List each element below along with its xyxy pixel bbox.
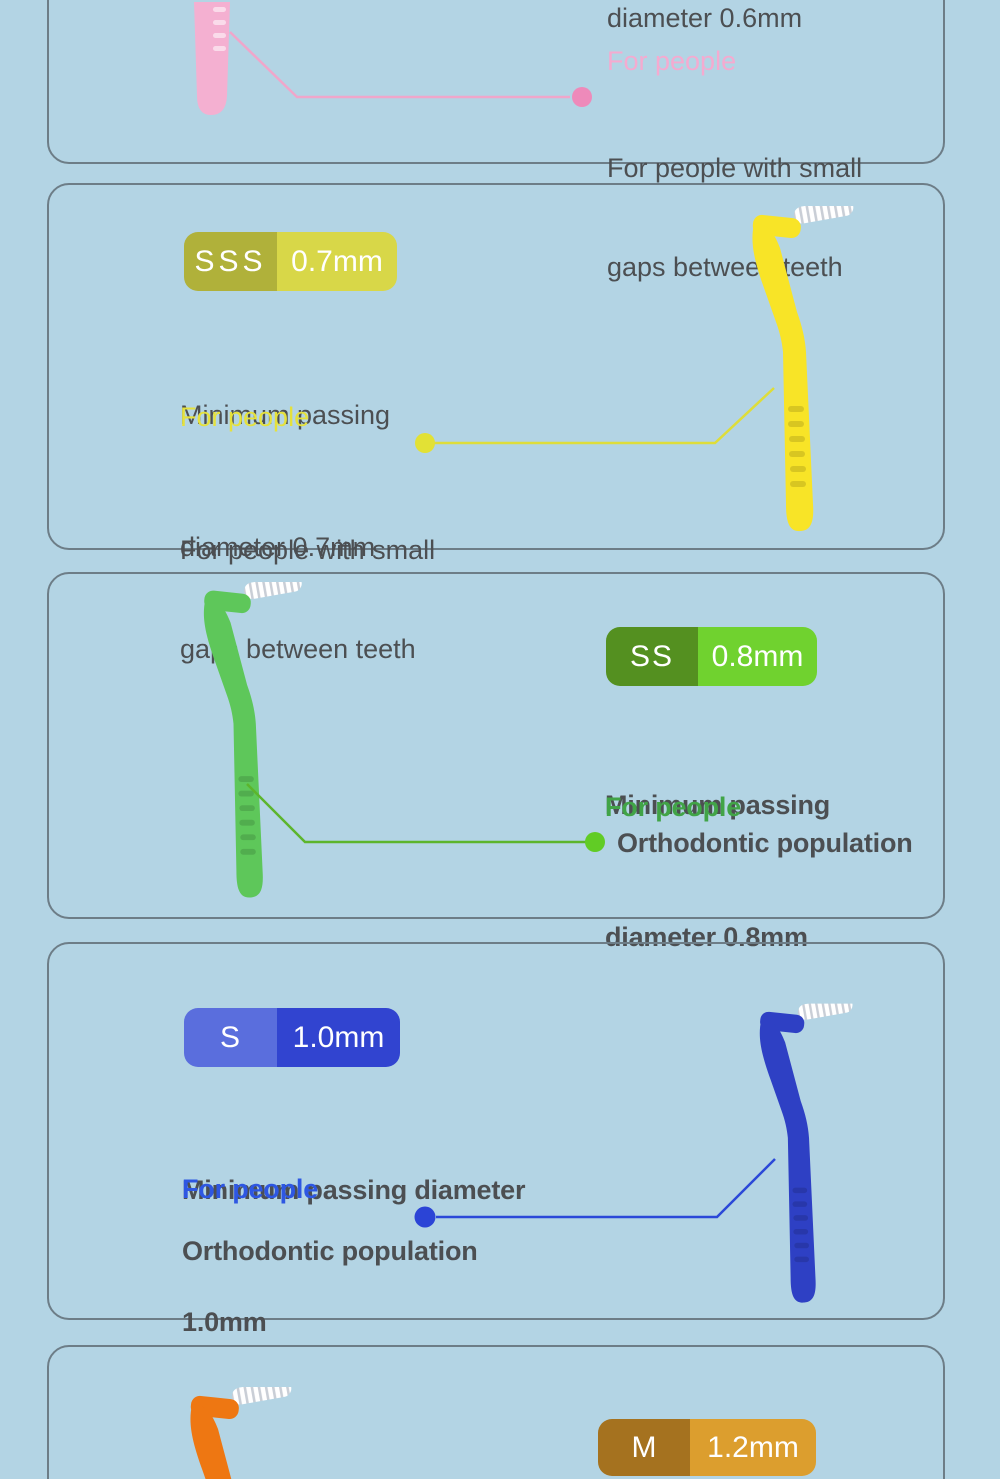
badge-diameter-label: 1.2mm (690, 1419, 816, 1476)
audience-text: Orthodontic population (617, 828, 913, 858)
description-line: diameter 0.7mm (180, 532, 376, 562)
badge-diameter-label: 0.7mm (277, 232, 397, 291)
pink-interdental-brush (194, 2, 230, 115)
size-card-m-1.2mm: M 1.2mm (47, 1345, 945, 1479)
size-badge: M 1.2mm (598, 1419, 816, 1476)
size-badge: SS 0.8mm (606, 627, 817, 686)
callout-dot (415, 433, 435, 453)
badge-size-label: SS (606, 627, 698, 686)
description-line: 1.0mm (182, 1307, 267, 1337)
audience-text: For people with small gaps between teeth (180, 468, 435, 732)
callout-line (434, 387, 775, 445)
brush-grip-ribs (213, 7, 226, 51)
size-card-s-1.0mm: S 1.0mm Minimum passing diameter 1.0mm F… (47, 942, 945, 1337)
description-line: Minimum passing (180, 400, 391, 430)
blue-interdental-brush (752, 1002, 855, 1318)
description-line: Minimum passing (605, 790, 831, 820)
badge-size-label: SSS (184, 232, 277, 291)
badge-diameter-label: 1.0mm (277, 1008, 400, 1067)
brush-handle (194, 2, 230, 115)
description-text: Minimum passing diameter 0.7mm (180, 305, 390, 657)
callout-dot (572, 87, 592, 107)
size-card-sss-0.7mm: SSS 0.7mm Minimum passing diameter 0.7mm… (47, 183, 945, 664)
for-people-label: For people (182, 1174, 319, 1204)
for-people-label: For people (605, 792, 742, 822)
green-interdental-brush (194, 582, 306, 912)
size-card-0.6mm: diameter 0.6mm For people For people wit… (47, 0, 945, 282)
orange-interdental-brush (182, 1387, 294, 1479)
badge-size-label: M (598, 1419, 690, 1476)
yellow-interdental-brush (744, 206, 856, 546)
for-people-label: For people (607, 46, 737, 76)
size-badge: SSS 0.7mm (184, 232, 397, 291)
audience-text: For people with small gaps between teeth (607, 86, 862, 350)
callout-line (229, 31, 570, 99)
diameter-text: diameter 0.6mm (607, 3, 803, 33)
audience-line: For people with small (607, 153, 863, 183)
description-text: Minimum passing diameter 0.8mm (605, 695, 830, 1047)
description-line: diameter 0.8mm (605, 922, 808, 952)
callout-dot (585, 832, 605, 852)
audience-text: Orthodontic population (182, 1236, 478, 1266)
size-badge: S 1.0mm (184, 1008, 400, 1067)
for-people-label: For people (180, 402, 310, 432)
size-card-ss-0.8mm: SS 0.8mm Minimum passing diameter 0.8mm … (47, 572, 945, 952)
audience-line: For people with small (180, 535, 436, 565)
badge-diameter-label: 0.8mm (698, 627, 817, 686)
badge-size-label: S (184, 1008, 277, 1067)
